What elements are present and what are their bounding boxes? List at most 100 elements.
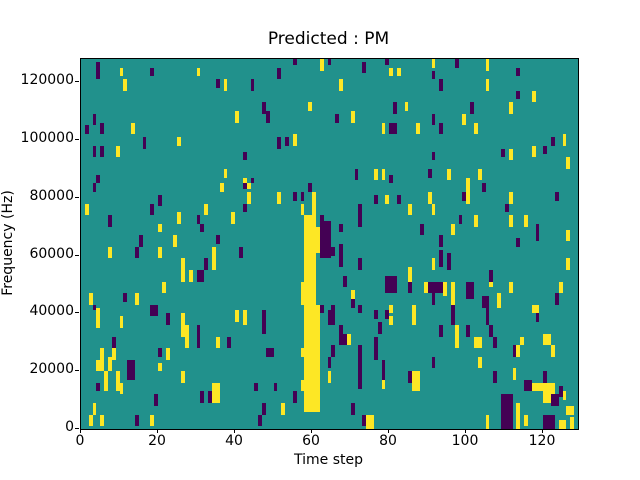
heatmap-cell xyxy=(239,247,243,258)
heatmap-cell xyxy=(100,146,104,157)
heatmap-cell xyxy=(358,305,362,313)
heatmap-cell xyxy=(393,102,397,114)
heatmap-cell xyxy=(247,192,251,204)
heatmap-cell xyxy=(524,415,528,426)
heatmap-cell xyxy=(89,293,93,305)
heatmap-cell xyxy=(543,334,551,345)
heatmap-cell xyxy=(262,310,266,334)
heatmap-cell xyxy=(432,59,435,68)
heatmap-cell xyxy=(227,337,231,348)
heatmap-cell xyxy=(555,192,559,201)
heatmap-cell xyxy=(328,357,331,368)
heatmap-cell xyxy=(536,313,539,322)
heatmap-cell xyxy=(328,59,331,65)
heatmap-cell xyxy=(432,293,435,305)
heatmap-cell xyxy=(93,146,96,157)
heatmap-cell xyxy=(93,403,96,415)
heatmap-cell xyxy=(281,403,285,415)
x-tick-mark xyxy=(311,429,312,433)
heatmap-cell xyxy=(566,230,570,241)
heatmap-cell xyxy=(266,348,274,357)
heatmap-cell xyxy=(385,59,389,65)
heatmap-cell xyxy=(96,383,100,391)
heatmap-cell xyxy=(96,360,100,371)
heatmap-cell xyxy=(566,157,570,169)
heatmap-cell xyxy=(382,169,385,180)
heatmap-cell xyxy=(486,79,489,91)
heatmap-cell xyxy=(177,212,181,224)
heatmap-cell xyxy=(493,337,497,348)
heatmap-cell xyxy=(120,68,123,76)
heatmap-cell xyxy=(328,310,335,325)
heatmap-cell xyxy=(320,221,331,258)
x-tick-mark xyxy=(157,429,158,433)
heatmap-cell xyxy=(247,183,251,189)
heatmap-cell xyxy=(536,224,539,232)
heatmap-cell xyxy=(347,334,351,345)
heatmap-cell xyxy=(331,345,335,357)
heatmap-cell xyxy=(509,282,513,293)
heatmap-cell xyxy=(285,137,289,146)
heatmap-cell xyxy=(397,68,401,76)
heatmap-cell xyxy=(235,310,239,322)
heatmap-cell xyxy=(158,363,162,371)
heatmap-cell xyxy=(382,380,385,389)
plot-area xyxy=(80,58,579,430)
heatmap-cell xyxy=(197,270,204,282)
heatmap-cell xyxy=(397,195,401,204)
heatmap-cell xyxy=(166,348,170,360)
heatmap-cell xyxy=(158,348,162,357)
heatmap-cell xyxy=(478,169,482,180)
x-tick-label: 100 xyxy=(451,433,479,449)
heatmap-cell xyxy=(93,305,96,310)
heatmap-cell xyxy=(362,415,366,426)
heatmap-cell xyxy=(320,59,324,71)
heatmap-cell xyxy=(143,137,146,149)
heatmap-cell xyxy=(120,316,123,328)
heatmap-cell xyxy=(131,123,135,134)
x-tick-label: 0 xyxy=(75,433,85,449)
heatmap-cell xyxy=(470,102,474,114)
heatmap-cell xyxy=(439,258,443,267)
heatmap-cell xyxy=(355,169,358,180)
heatmap-cell xyxy=(474,123,478,134)
heatmap-cell xyxy=(301,282,316,305)
heatmap-cell xyxy=(516,403,520,429)
heatmap-cell xyxy=(428,282,443,293)
heatmap-cell xyxy=(420,224,424,235)
heatmap-cell xyxy=(116,371,120,391)
heatmap-cell xyxy=(382,360,385,380)
heatmap-cell xyxy=(173,235,177,247)
heatmap-cell xyxy=(266,111,270,123)
heatmap-cell xyxy=(108,215,112,227)
heatmap-cell xyxy=(304,325,320,348)
heatmap-cell xyxy=(408,267,412,282)
heatmap-cell xyxy=(312,192,316,215)
y-tick-mark xyxy=(75,81,79,82)
heatmap-cell xyxy=(432,204,435,215)
heatmap-cell xyxy=(135,415,139,426)
heatmap-cell xyxy=(536,232,539,241)
heatmap-cell xyxy=(189,270,193,282)
heatmap-cell xyxy=(220,183,224,192)
y-tick-label: 40000 xyxy=(29,303,74,319)
y-tick-mark xyxy=(75,255,79,256)
heatmap-cell xyxy=(339,325,343,334)
heatmap-cell xyxy=(301,192,304,201)
heatmap-cell xyxy=(158,195,162,206)
heatmap-cell xyxy=(474,337,482,348)
heatmap-cell xyxy=(509,149,513,160)
heatmap-cell xyxy=(432,71,435,79)
x-tick-label: 80 xyxy=(379,433,397,449)
heatmap-cell xyxy=(451,224,455,235)
heatmap-cell xyxy=(482,296,489,308)
heatmap-cell xyxy=(443,282,447,296)
heatmap-cell xyxy=(304,305,320,325)
heatmap-cell xyxy=(277,192,281,204)
heatmap-cell xyxy=(466,282,474,299)
heatmap-cell xyxy=(93,114,96,125)
heatmap-cell xyxy=(559,282,563,293)
heatmap-cell xyxy=(451,282,455,293)
heatmap-cell xyxy=(123,293,127,302)
heatmap-cell xyxy=(304,391,320,412)
